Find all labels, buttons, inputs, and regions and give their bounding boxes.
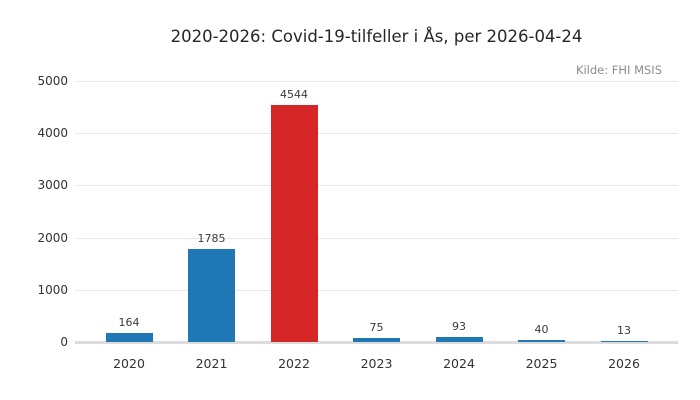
x-tick-label-2022: 2022: [278, 356, 310, 371]
bar-2025: [518, 339, 565, 342]
bar-2022: [270, 104, 318, 342]
bar-value-label-2020: 164: [118, 316, 140, 330]
y-tick-label: 1000: [37, 282, 68, 297]
gridline: [75, 81, 678, 82]
bar-value-label-2025: 40: [534, 322, 549, 336]
y-tick-label: 2000: [37, 230, 68, 245]
bar-2023: [353, 338, 400, 342]
gridline: [75, 185, 678, 187]
source-note: Kilde: FHI MSIS: [575, 63, 662, 77]
gridline: [75, 237, 678, 239]
x-axis-baseline: [75, 341, 678, 344]
x-tick-label-2023: 2023: [360, 356, 393, 371]
bar-2021: [188, 248, 235, 342]
plot-area: 0 1000 2000 3000 4000 5000 164 1785 4544 75 93 40 13: [37, 74, 678, 349]
x-tick-label-2024: 2024: [443, 356, 475, 371]
y-tick-label: 0: [60, 335, 68, 349]
x-tick-label-2026: 2026: [608, 356, 640, 371]
bar-value-label-2023: 75: [369, 321, 384, 335]
bar-value-label-2022: 4544: [280, 87, 308, 101]
x-tick-label-2025: 2025: [525, 356, 558, 371]
x-tick-label-2020: 2020: [113, 356, 145, 371]
bar-2024: [435, 337, 483, 342]
y-tick-label: 4000: [37, 126, 68, 141]
bar-2026: [600, 341, 648, 342]
y-tick-label: 3000: [37, 178, 68, 193]
y-tick-label: 5000: [37, 74, 68, 88]
bar-value-label-2026: 13: [617, 324, 631, 338]
gridline: [75, 133, 678, 135]
bar-2020: [105, 333, 153, 342]
bar-value-label-2021: 1785: [197, 231, 226, 245]
bar-value-label-2024: 93: [452, 320, 466, 334]
gridline: [75, 289, 678, 291]
chart-title: 2020-2026: Covid-19-tilfeller i Ås, per …: [170, 27, 583, 46]
x-tick-label-2021: 2021: [195, 356, 228, 371]
